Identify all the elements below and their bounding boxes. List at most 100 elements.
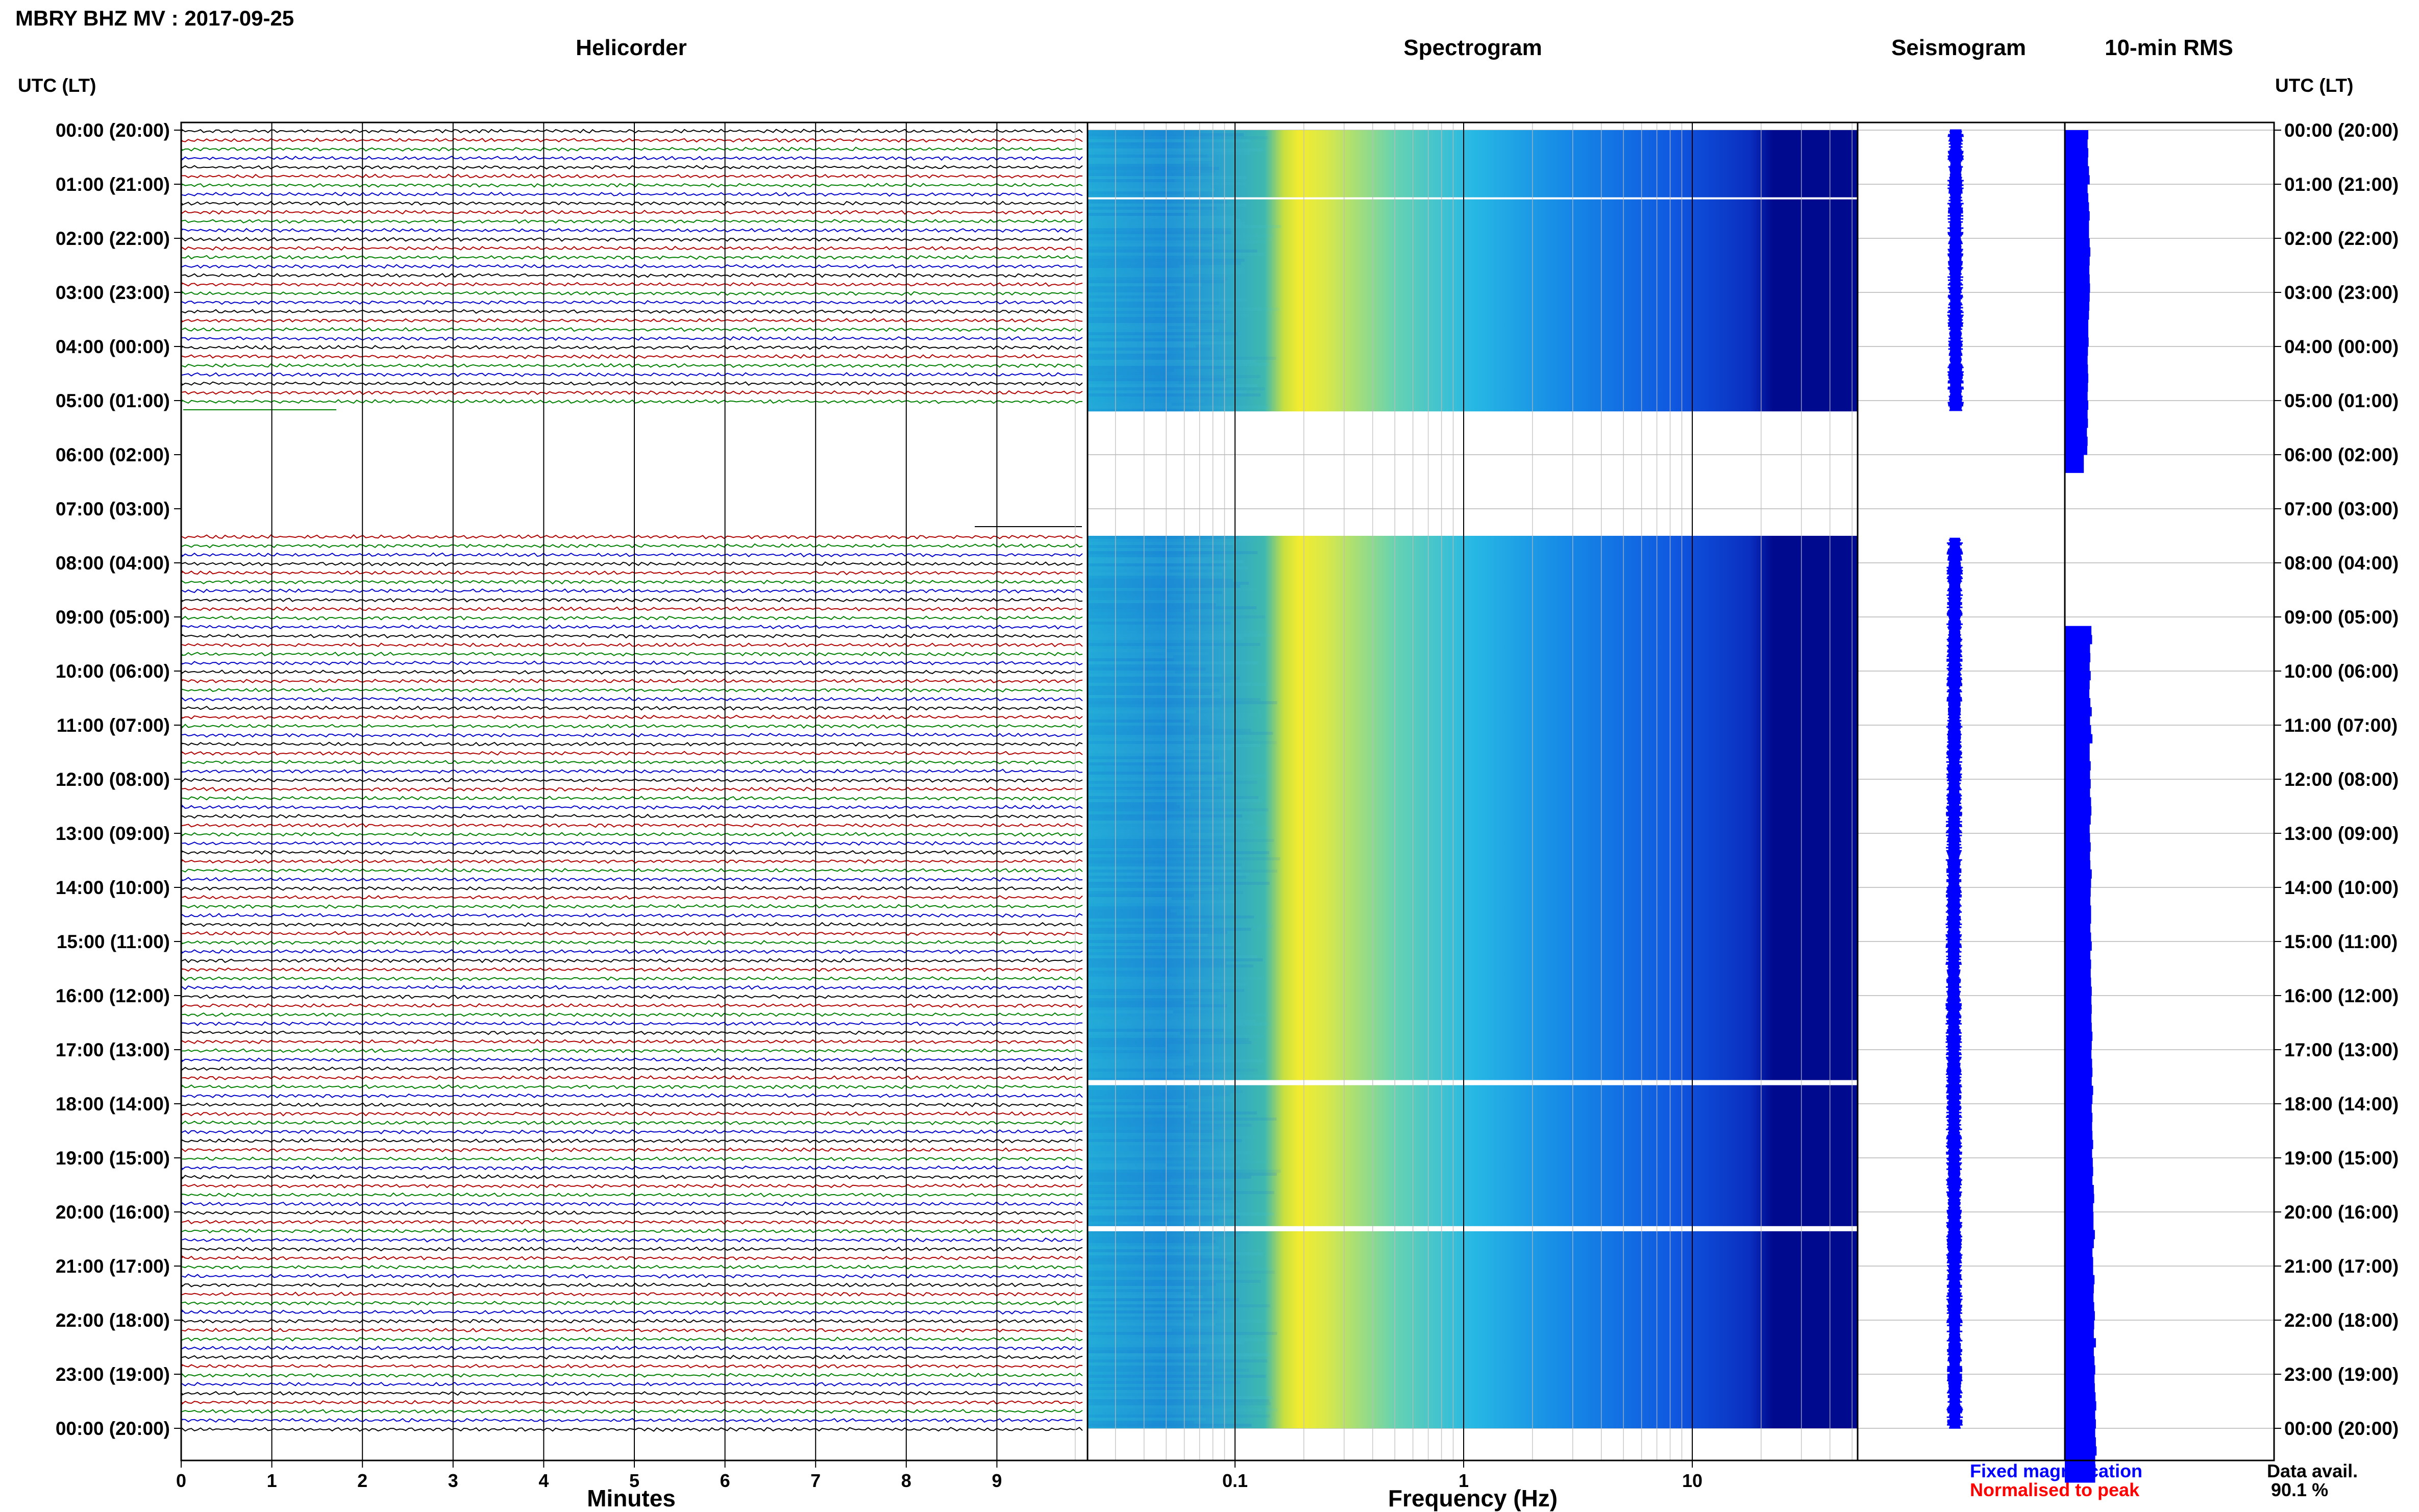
spectrogram-streak	[1088, 1421, 1194, 1424]
helicorder-trace	[182, 1076, 1082, 1079]
spectrogram-streak	[1088, 136, 1268, 139]
hour-label-right: 00:00 (20:00)	[2284, 1418, 2399, 1439]
rms-bar	[2065, 842, 2091, 852]
helicorder-trace	[182, 787, 1082, 791]
rms-bar	[2065, 1005, 2092, 1014]
hour-label-right: 05:00 (01:00)	[2284, 390, 2399, 411]
helicorder-trace	[182, 725, 1082, 728]
spectrogram-streak	[1088, 1347, 1206, 1350]
helicorder-trace	[182, 589, 1082, 592]
spectrogram-streak	[1088, 268, 1244, 271]
helicorder-trace	[182, 553, 1082, 557]
spectrogram-streak	[1088, 1219, 1218, 1222]
rms-bar	[2065, 1266, 2093, 1275]
rms-bar	[2065, 1131, 2092, 1140]
spectrogram-streak	[1088, 1173, 1277, 1176]
spectrogram-streak	[1088, 811, 1265, 814]
rms-bar	[2065, 1302, 2094, 1311]
helicorder-trace	[182, 841, 1082, 845]
spectrogram-streak	[1088, 952, 1167, 955]
hour-label-left: 05:00 (01:00)	[56, 390, 170, 411]
spectrogram-streak	[1088, 1013, 1267, 1017]
spectrogram-streak	[1088, 585, 1240, 588]
spectrogram-streak	[1088, 625, 1197, 628]
spectrogram-streak	[1088, 814, 1242, 817]
helicorder-trace	[182, 886, 1082, 890]
helicorder-x-tick-label: 3	[448, 1470, 458, 1491]
spectrogram-streak	[1088, 1029, 1224, 1032]
spectrogram-streak	[1088, 246, 1202, 250]
helicorder-trace	[182, 1094, 1082, 1098]
spectrogram-streak	[1088, 1249, 1165, 1252]
hour-label-right: 12:00 (08:00)	[2284, 769, 2399, 790]
hour-label-right: 06:00 (02:00)	[2284, 444, 2399, 465]
rms-bar	[2065, 265, 2089, 275]
helicorder-trace	[182, 274, 1082, 277]
spectrogram-streak	[1088, 1332, 1277, 1335]
helicorder-trace	[182, 1211, 1082, 1214]
spectrogram-streak	[1088, 870, 1277, 873]
rms-bar	[2065, 996, 2091, 1005]
rms-bar	[2065, 1419, 2096, 1428]
spectrogram-streak	[1088, 1411, 1226, 1415]
spectrogram-streak	[1088, 738, 1195, 741]
spectrogram-streak	[1088, 995, 1221, 998]
spectrogram-streak	[1088, 817, 1167, 821]
rms-bar	[2065, 391, 2088, 401]
spectrogram-streak	[1088, 323, 1196, 326]
spectrogram-streak	[1088, 277, 1228, 280]
spectrogram-streak	[1088, 320, 1226, 323]
helicorder-x-tick-label: 4	[538, 1470, 549, 1491]
helicorder-trace	[182, 950, 1082, 953]
spectrogram-streak	[1088, 1277, 1231, 1280]
spectrogram-streak	[1088, 563, 1226, 566]
spectrogram-streak	[1088, 903, 1226, 906]
spectrogram-streak	[1088, 741, 1277, 744]
spectrogram-streak	[1088, 213, 1188, 216]
spectrogram-streak	[1088, 280, 1225, 283]
spectrogram-streak	[1088, 759, 1227, 762]
rms-bar	[2065, 1284, 2094, 1293]
spectrogram-streak	[1088, 1427, 1171, 1430]
spectrogram-streak	[1088, 1313, 1193, 1317]
spectrogram-streak	[1088, 992, 1194, 995]
rms-bar	[2065, 1185, 2094, 1194]
spectrogram-streak	[1088, 1399, 1269, 1402]
helicorder-trace	[182, 860, 1082, 863]
spectrogram-streak	[1088, 986, 1221, 989]
rms-bar	[2065, 653, 2090, 662]
spectrogram-streak	[1088, 716, 1252, 720]
rms-bar	[2065, 1158, 2093, 1167]
helicorder-x-tick-label: 8	[901, 1470, 911, 1491]
rms-bar	[2065, 148, 2088, 157]
spectrogram-streak	[1088, 262, 1241, 265]
spectrogram-streak	[1088, 729, 1251, 732]
spectrogram-streak	[1088, 536, 1239, 539]
spectrogram-streak	[1088, 1304, 1270, 1307]
spectrogram-streak	[1088, 1007, 1225, 1010]
hour-label-left: 15:00 (11:00)	[57, 931, 170, 952]
helicorder-trace	[182, 382, 1082, 385]
spectrogram-streak	[1088, 1136, 1255, 1139]
rms-bar	[2065, 680, 2090, 689]
helicorder-trace	[182, 751, 1082, 755]
spectrogram-streak	[1088, 1359, 1267, 1362]
spectrogram-streak	[1088, 606, 1256, 609]
helicorder-trace	[182, 1103, 1082, 1107]
spectrogram-streak	[1088, 628, 1186, 631]
helicorder-trace	[182, 805, 1082, 809]
helicorder-trace	[182, 733, 1082, 737]
hour-label-right: 10:00 (06:00)	[2284, 661, 2399, 682]
spectrogram-streak	[1088, 317, 1198, 320]
rms-bar	[2065, 978, 2091, 987]
rms-bar	[2065, 401, 2088, 410]
helicorder-trace	[182, 1229, 1082, 1233]
spectrogram-streak	[1088, 1378, 1212, 1381]
spectrogram-streak	[1088, 1145, 1185, 1148]
rms-bar	[2065, 238, 2090, 247]
spectrogram-streak	[1088, 1329, 1172, 1332]
spectrogram-streak	[1088, 295, 1178, 299]
spectrogram-streak	[1088, 747, 1232, 750]
spectrogram-streak	[1088, 787, 1222, 790]
rms-bar	[2065, 815, 2091, 825]
